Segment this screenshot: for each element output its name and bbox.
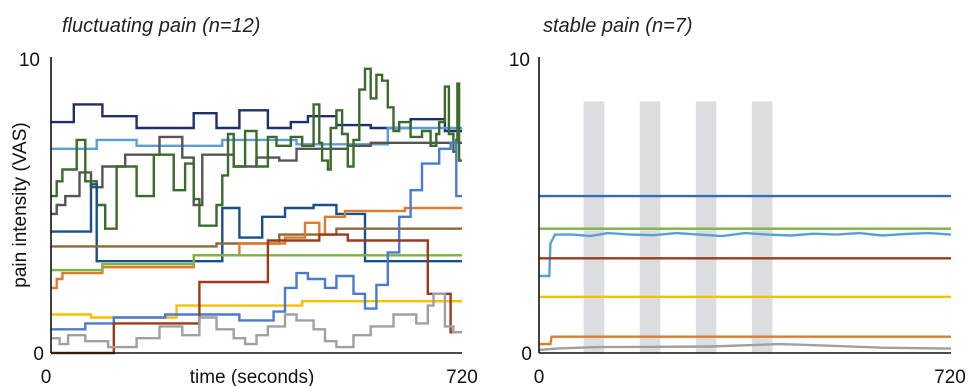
- series-line-10: [51, 141, 462, 331]
- series-line-2: [51, 126, 462, 151]
- series-line-5: [51, 183, 462, 263]
- series-line-7: [538, 342, 952, 352]
- x-tick-label-max: 720: [934, 367, 966, 386]
- stimulus-band-1: [583, 101, 605, 354]
- y-tick-label-min: 0: [521, 344, 532, 365]
- series-group: [538, 194, 952, 352]
- stimulus-band-3: [695, 101, 717, 354]
- stimulus-band-4: [751, 101, 773, 354]
- x-tick-label-min: 0: [534, 367, 545, 386]
- y-tick-label-min: 0: [33, 344, 44, 365]
- x-tick-label-min: 0: [41, 367, 52, 386]
- series-line-4: [51, 67, 462, 230]
- chart-title: fluctuating pain (n=12): [62, 15, 260, 37]
- stimulus-band-2: [639, 101, 661, 354]
- chart-fluctuating-pain: fluctuating pain (n=12) 10 0 0 720 time …: [10, 15, 478, 386]
- series-line-3: [539, 231, 952, 278]
- series-line-12: [51, 292, 462, 349]
- series-line-3: [51, 135, 462, 216]
- chart-title: stable pain (n=7): [543, 15, 693, 37]
- x-axis-label: time (seconds): [190, 367, 315, 386]
- series-line-6: [539, 335, 951, 346]
- series-line-6: [51, 227, 462, 248]
- x-tick-label-max: 720: [446, 367, 478, 386]
- chart-stable-pain: stable pain (n=7) 10 0 0 720: [509, 15, 966, 386]
- y-tick-label-max: 10: [509, 50, 530, 71]
- series-group: [51, 67, 462, 355]
- bands-group: [583, 101, 773, 354]
- series-line-8: [51, 254, 462, 272]
- y-tick-label-max: 10: [19, 50, 40, 71]
- y-axis-label: pain intensity (VAS): [10, 122, 31, 287]
- series-line-9: [51, 300, 462, 319]
